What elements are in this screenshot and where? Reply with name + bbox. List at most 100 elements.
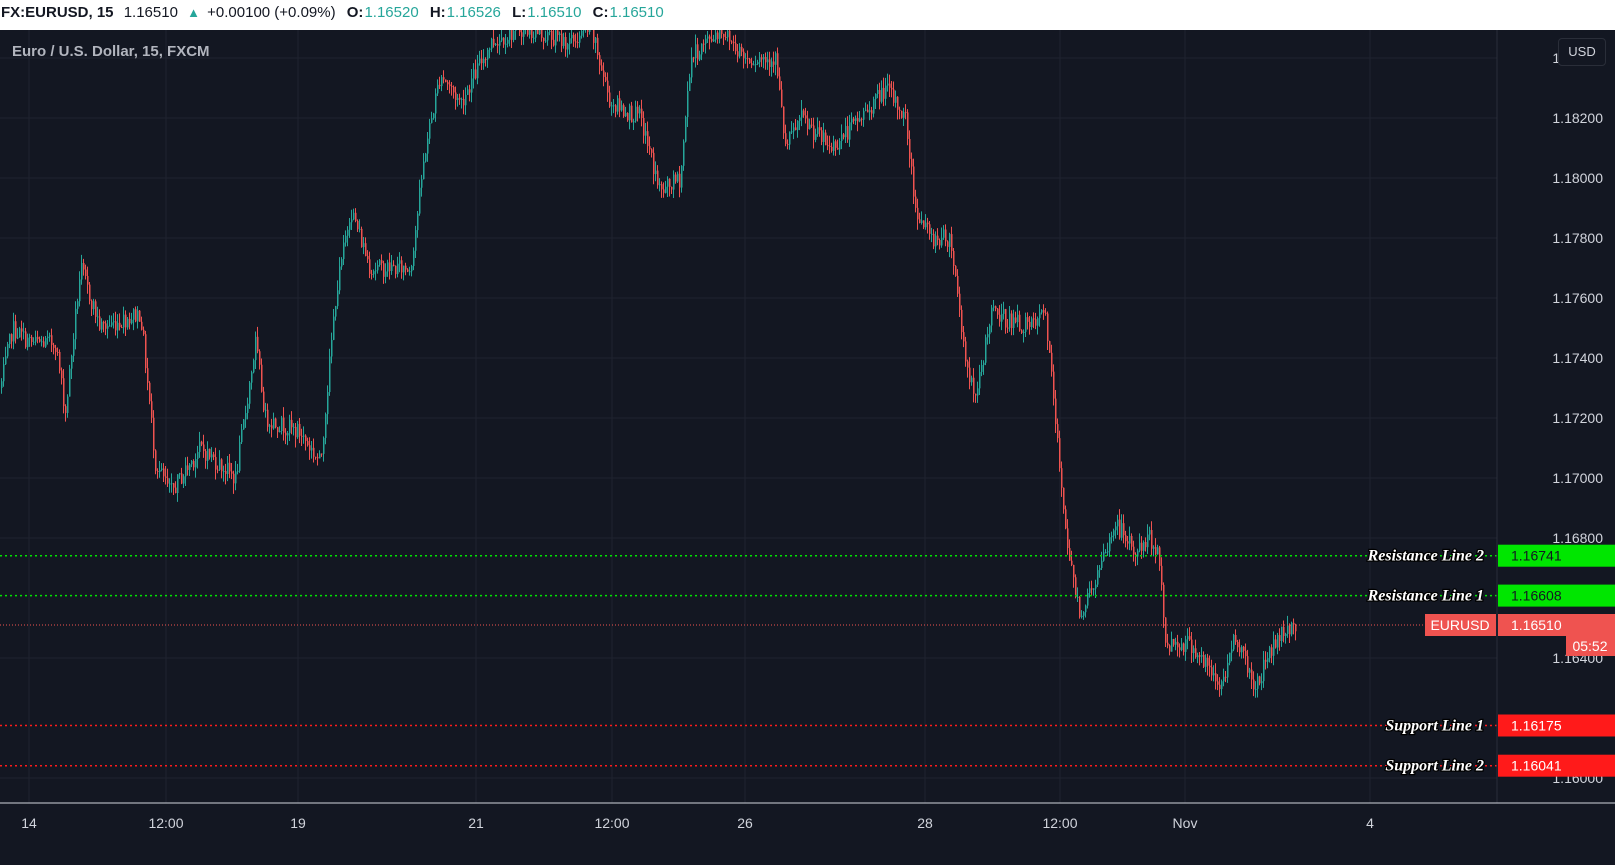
candle-body	[975, 393, 977, 396]
candle-body	[413, 250, 415, 266]
candle-body	[857, 118, 859, 122]
candle-body	[1043, 310, 1045, 313]
x-tick-label: 12:00	[148, 815, 183, 831]
candle-body	[373, 271, 375, 275]
candle-body	[1235, 634, 1237, 642]
candle-body	[1259, 676, 1261, 684]
candle-body	[531, 30, 533, 38]
y-tick-label: 1.17400	[1552, 350, 1603, 366]
candle-body	[731, 41, 733, 43]
candle-body	[381, 260, 383, 264]
candle-body	[1291, 622, 1293, 635]
open-value: 1.16520	[364, 4, 419, 21]
candle-body	[1003, 309, 1005, 314]
candle-body	[349, 222, 351, 230]
candle-body	[977, 388, 979, 396]
candle-body	[261, 364, 263, 392]
candle-body	[297, 423, 299, 438]
candle-body	[427, 138, 429, 154]
candle-body	[1281, 626, 1283, 642]
candle-body	[791, 131, 793, 133]
candle-body	[717, 32, 719, 39]
candle-body	[257, 336, 259, 352]
candle-body	[1091, 588, 1093, 590]
candle-body	[597, 37, 599, 56]
candle-body	[273, 418, 275, 429]
candle-body	[681, 165, 683, 188]
candle-body	[663, 189, 665, 193]
candle-body	[649, 146, 651, 150]
candle-body	[1105, 552, 1107, 554]
candle-body	[705, 38, 707, 44]
candle-body	[35, 336, 37, 342]
candle-body	[1111, 535, 1113, 538]
candle-body	[779, 76, 781, 90]
candle-body	[855, 118, 857, 121]
candle-body	[155, 450, 157, 471]
candle-body	[45, 338, 47, 347]
time-axis[interactable]: 14 12:00 19 21 12:00 26 28 12:00 Nov 4	[0, 802, 1615, 865]
currency-button[interactable]: USD	[1558, 38, 1606, 66]
candle-body	[1053, 371, 1055, 399]
candle-body	[1269, 647, 1271, 659]
price-chart[interactable]: Resistance Line 2 Resistance Line 1 Suppor…	[0, 30, 1615, 865]
candle-body	[869, 110, 871, 113]
candle-body	[841, 134, 843, 142]
candle-body	[419, 187, 421, 214]
candle-body	[355, 212, 357, 221]
candle-body	[27, 337, 29, 348]
candle-body	[367, 255, 369, 260]
candle-body	[853, 118, 855, 121]
candle-body	[365, 243, 367, 256]
candle-body	[1245, 650, 1247, 657]
level-label: Resistance Line 2	[1367, 548, 1484, 565]
candle-body	[709, 36, 711, 39]
level-price-tag	[1498, 544, 1615, 567]
candle-body	[341, 259, 343, 267]
candle-body	[971, 377, 973, 383]
candle-body	[559, 33, 561, 36]
candle-body	[851, 118, 853, 123]
candle-body	[163, 468, 165, 477]
candle-body	[1163, 584, 1165, 618]
candle-body	[501, 37, 503, 41]
candle-body	[965, 341, 967, 362]
price-axis[interactable]: 1.184001.182001.180001.178001.176001.174…	[1496, 30, 1615, 865]
candle-body	[969, 367, 971, 383]
candle-body	[1247, 656, 1249, 673]
candle-body	[383, 263, 385, 277]
candle-body	[583, 30, 585, 31]
candle-body	[451, 86, 453, 88]
candle-body	[377, 265, 379, 271]
candle-body	[73, 339, 75, 356]
candle-body	[135, 309, 137, 322]
candle-body	[395, 265, 397, 275]
candle-body	[197, 451, 199, 460]
x-tick-label: 28	[917, 815, 933, 831]
candle-body	[797, 120, 799, 131]
candle-body	[371, 273, 373, 275]
candle-body	[345, 235, 347, 243]
candle-body	[675, 174, 677, 182]
candle-body	[1027, 317, 1029, 322]
candle-body	[1123, 523, 1125, 536]
candle-body	[809, 124, 811, 130]
candle-body	[917, 207, 919, 220]
symbol-label[interactable]: FX:EURUSD, 15	[1, 4, 114, 21]
candle-body	[793, 127, 795, 132]
candle-body	[771, 61, 773, 67]
candle-body	[557, 30, 559, 36]
candle-body	[729, 30, 731, 42]
candle-body	[327, 392, 329, 415]
candle-body	[803, 110, 805, 116]
candle-body	[609, 92, 611, 107]
candle-body	[217, 469, 219, 471]
candle-body	[1157, 547, 1159, 555]
candle-body	[1229, 652, 1231, 663]
current-symbol-tag	[1425, 614, 1496, 636]
x-tick-label: 14	[21, 815, 37, 831]
candle-body	[751, 63, 753, 66]
candle-body	[899, 109, 901, 111]
candle-body	[411, 265, 413, 272]
candle-body	[957, 275, 959, 294]
